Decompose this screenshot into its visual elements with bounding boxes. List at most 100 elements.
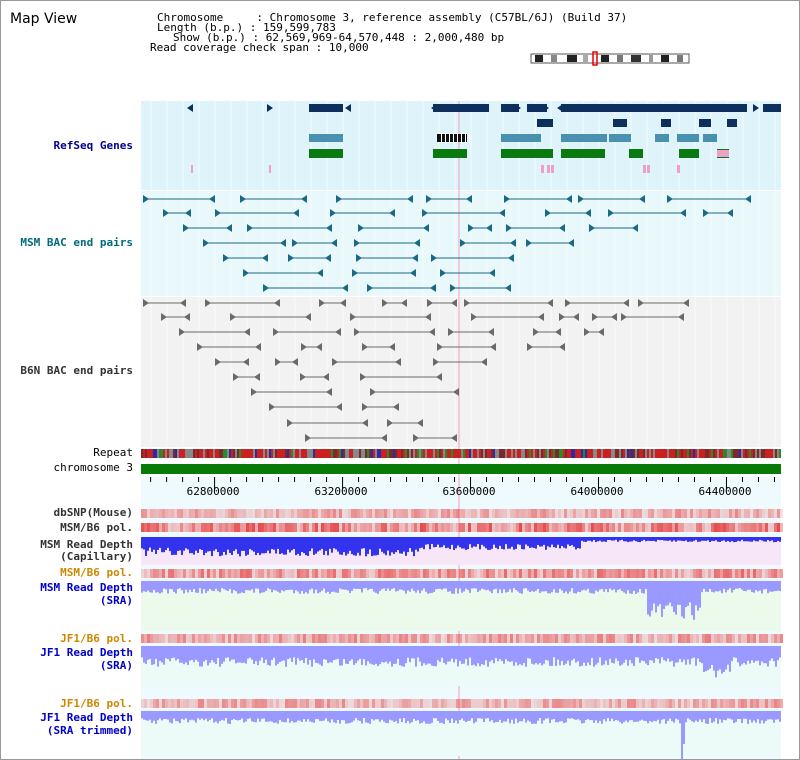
dbsnp-cell xyxy=(414,509,417,518)
jf1-sra-depth-bar xyxy=(713,646,715,671)
msm-cap-depth-bar xyxy=(777,537,779,541)
msm-cap-depth-bar xyxy=(385,537,387,556)
track-label-msm-b6-pol-2[interactable]: MSM/B6 pol. xyxy=(60,566,133,579)
jf1-sra-depth-bar xyxy=(289,646,291,659)
msm-cap-depth-bar xyxy=(523,537,525,550)
jf1-sra-depth-bar xyxy=(277,646,279,664)
jf1-pol-cell xyxy=(237,634,240,643)
msm-cap-depth-bar xyxy=(209,537,211,552)
msm-cap-depth-bar xyxy=(341,537,343,555)
jf1-sra-depth-bar xyxy=(159,646,161,661)
jf1-sra-depth-bar xyxy=(563,646,565,666)
msm-pol-cell xyxy=(480,569,483,578)
msm-sra-depth-bar xyxy=(309,581,311,590)
msm-pol-cell xyxy=(297,569,300,578)
repeat-segment xyxy=(459,449,461,458)
msm-pol-cell xyxy=(279,523,282,532)
track-label-msm-depth-sra-1[interactable]: MSM Read Depth xyxy=(40,581,133,594)
jf1-trim-depth-bar xyxy=(335,711,337,724)
jf1-pol-cell xyxy=(681,699,684,708)
jf1-trim-depth-bar xyxy=(143,711,145,720)
msm-sra-depth-bar xyxy=(537,581,539,589)
msm-sra-depth-bar xyxy=(645,581,647,589)
gene-strand-arrow xyxy=(453,388,459,396)
repeat-segment xyxy=(525,449,527,458)
msm-pol-cell xyxy=(237,569,240,578)
jf1-pol-cell xyxy=(267,699,270,708)
jf1-trim-depth-bar xyxy=(583,711,585,724)
jf1-trim-depth-bar xyxy=(765,711,767,721)
msm-sra-depth-bar xyxy=(601,581,603,589)
gene-strand-arrow xyxy=(547,299,553,307)
repeat-segment xyxy=(467,449,469,458)
track-label-b6n-bac[interactable]: B6N BAC end pairs xyxy=(20,364,133,377)
track-label-msm-bac[interactable]: MSM BAC end pairs xyxy=(20,236,133,249)
dbsnp-cell xyxy=(465,509,468,518)
track-label-repeat[interactable]: Repeat xyxy=(93,446,133,459)
gene-strand-arrow xyxy=(506,224,512,232)
msm-pol-cell xyxy=(615,569,618,578)
track-label-refseq[interactable]: RefSeq Genes xyxy=(53,139,133,152)
gene-strand-arrow xyxy=(753,104,759,112)
dbsnp-cell xyxy=(762,509,765,518)
track-label-chromosome[interactable]: chromosome 3 xyxy=(53,461,133,474)
jf1-trim-depth-bar xyxy=(513,711,515,724)
repeat-segment xyxy=(405,449,407,458)
msm-sra-depth-bar xyxy=(343,581,345,590)
dbsnp-cell xyxy=(549,509,552,518)
jf1-sra-depth-bar xyxy=(251,646,253,660)
track-label-msm-b6-pol[interactable]: MSM/B6 pol. xyxy=(60,521,133,534)
gene-strand-arrow xyxy=(433,358,439,366)
msm-cap-depth-bar xyxy=(745,537,747,542)
msm-cap-depth-bar xyxy=(399,537,401,554)
jf1-trim-depth-bar xyxy=(605,711,607,722)
repeat-segment xyxy=(213,449,215,458)
msm-cap-depth-bar xyxy=(699,537,701,542)
msm-pol-cell xyxy=(507,523,510,532)
track-label-jf1-b6-pol-2[interactable]: JF1/B6 pol. xyxy=(60,697,133,710)
msm-cap-depth-bar xyxy=(607,537,609,540)
track-label-dbsnp[interactable]: dbSNP(Mouse) xyxy=(53,506,133,519)
track-label-msm-depth-cap-1[interactable]: MSM Read Depth xyxy=(40,538,133,551)
jf1-trim-depth-bar xyxy=(641,711,643,720)
msm-pol-cell xyxy=(507,569,510,578)
jf1-sra-depth-bar xyxy=(521,646,523,666)
gene-strand-arrow xyxy=(244,328,250,336)
jf1-trim-depth-bar xyxy=(447,711,449,721)
repeat-segment xyxy=(351,449,353,458)
gene-strand-arrow xyxy=(430,284,436,292)
track-label-jf1-depth-trim-1[interactable]: JF1 Read Depth xyxy=(40,711,133,724)
jf1-trim-depth-bar xyxy=(369,711,371,724)
jf1-sra-depth-bar xyxy=(769,646,771,661)
jf1-sra-depth-bar xyxy=(223,646,225,662)
track-label-jf1-b6-pol[interactable]: JF1/B6 pol. xyxy=(60,632,133,645)
jf1-pol-cell xyxy=(678,634,681,643)
track-label-jf1-depth-sra-1[interactable]: JF1 Read Depth xyxy=(40,646,133,659)
jf1-sra-depth-bar xyxy=(757,646,759,661)
jf1-sra-depth-bar xyxy=(593,646,595,667)
dbsnp-cell xyxy=(249,509,252,518)
dbsnp-cell xyxy=(270,509,273,518)
jf1-sra-depth-bar xyxy=(145,646,147,664)
msm-pol-cell xyxy=(780,569,783,578)
msm-pol-cell xyxy=(504,569,507,578)
jf1-pol-cell xyxy=(228,699,231,708)
msm-pol-cell xyxy=(357,569,360,578)
msm-sra-depth-bar xyxy=(289,581,291,590)
jf1-trim-depth-bar xyxy=(479,711,481,719)
msm-cap-depth-bar xyxy=(425,537,427,545)
jf1-pol-cell xyxy=(162,634,165,643)
msm-sra-depth-bar xyxy=(299,581,301,594)
msm-cap-depth-bar xyxy=(291,537,293,551)
msm-sra-depth-bar xyxy=(493,581,495,590)
repeat-segment xyxy=(379,449,381,458)
dbsnp-cell xyxy=(753,509,756,518)
dbsnp-cell xyxy=(141,509,144,518)
msm-pol-cell xyxy=(669,569,672,578)
msm-cap-depth-bar xyxy=(323,537,325,555)
msm-sra-depth-bar xyxy=(689,581,691,603)
msm-sra-depth-bar xyxy=(399,581,401,590)
msm-pol-cell xyxy=(399,569,402,578)
jf1-sra-depth-bar xyxy=(747,646,749,661)
